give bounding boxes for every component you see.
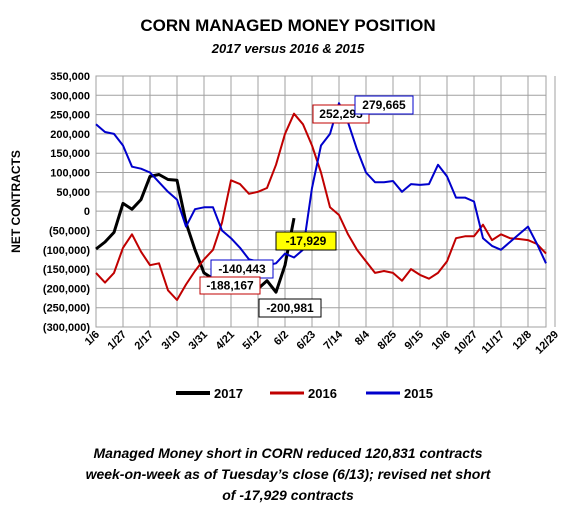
callout: -17,929 bbox=[275, 231, 337, 251]
callout: -140,443 bbox=[210, 259, 274, 279]
legend-label-2017: 2017 bbox=[214, 386, 243, 401]
x-tick-label: 10/27 bbox=[452, 329, 480, 357]
y-tick-label: (300,000) bbox=[43, 322, 90, 334]
series-lines bbox=[95, 102, 547, 301]
y-tick-label: 350,000 bbox=[50, 71, 90, 83]
callout-label: -17,929 bbox=[286, 234, 327, 248]
legend-label-2015: 2015 bbox=[404, 386, 433, 401]
y-tick-label: 100,000 bbox=[50, 168, 90, 180]
x-tick-label: 1/27 bbox=[105, 329, 129, 353]
series-line-2015 bbox=[95, 102, 547, 267]
y-tick-label: 200,000 bbox=[50, 129, 90, 141]
legend-label-2016: 2016 bbox=[308, 386, 337, 401]
callout: -188,167 bbox=[199, 276, 261, 295]
x-tick-label: 6/23 bbox=[294, 329, 318, 353]
y-tick-label: 150,000 bbox=[50, 148, 90, 160]
callout-label: -200,981 bbox=[266, 301, 314, 315]
callout-label: 279,665 bbox=[362, 98, 406, 112]
y-tick-label: (250,000) bbox=[43, 303, 90, 315]
caption-line-3: of -17,929 contracts bbox=[222, 487, 354, 503]
y-tick-label: (50,000) bbox=[49, 225, 90, 237]
x-tick-label: 5/12 bbox=[240, 329, 264, 353]
callout-box bbox=[199, 276, 261, 295]
callout: 279,665 bbox=[354, 95, 414, 115]
x-tick-label: 10/6 bbox=[429, 329, 453, 353]
x-tick-label: 12/8 bbox=[510, 329, 534, 353]
caption-line-2: week-on-week as of Tuesday’s close (6/13… bbox=[85, 466, 491, 482]
caption: Managed Money short in CORN reduced 120,… bbox=[60, 443, 516, 506]
y-tick-label: (100,000) bbox=[43, 245, 90, 257]
y-tick-label: 50,000 bbox=[56, 187, 90, 199]
x-tick-label: 2/17 bbox=[132, 329, 156, 353]
x-tick-label: 8/4 bbox=[353, 328, 373, 348]
callout-box bbox=[275, 231, 337, 251]
y-axis-label: NET CONTRACTS bbox=[9, 150, 23, 253]
callout-label: -140,443 bbox=[218, 262, 266, 276]
x-tick-label: 7/14 bbox=[321, 328, 345, 352]
x-tick-label: 9/15 bbox=[402, 329, 426, 353]
callout-box bbox=[258, 298, 322, 318]
y-tick-label: 300,000 bbox=[50, 90, 90, 102]
callout: -200,981 bbox=[258, 298, 322, 318]
y-tick-label: 0 bbox=[84, 206, 90, 218]
x-tick-label: 12/29 bbox=[533, 329, 561, 357]
chart-title: CORN MANAGED MONEY POSITION bbox=[140, 16, 436, 35]
series-line-2017 bbox=[95, 173, 296, 294]
x-tick-label: 6/2 bbox=[272, 329, 291, 348]
series-line-2016 bbox=[95, 112, 547, 301]
legend: 2017 2016 2015 bbox=[176, 386, 433, 401]
callout-label: -188,167 bbox=[206, 279, 254, 293]
callout-box bbox=[354, 95, 414, 115]
x-tick-label: 11/17 bbox=[480, 329, 508, 357]
x-tick-label: 3/31 bbox=[186, 329, 210, 353]
x-tick-label: 8/25 bbox=[375, 329, 399, 353]
chart-subtitle: 2017 versus 2016 & 2015 bbox=[211, 41, 365, 56]
y-tick-label: (200,000) bbox=[43, 283, 90, 295]
caption-line-1: Managed Money short in CORN reduced 120,… bbox=[93, 445, 483, 461]
line-chart: 350,000 300,000 250,000 200,000 150,000 100,0… bbox=[9, 71, 561, 401]
y-tick-label: 250,000 bbox=[50, 110, 90, 122]
x-tick-label: 4/21 bbox=[213, 329, 237, 353]
callout-label: 252,295 bbox=[319, 107, 363, 121]
x-tick-label: 3/10 bbox=[159, 329, 183, 353]
y-tick-label: (150,000) bbox=[43, 264, 90, 276]
